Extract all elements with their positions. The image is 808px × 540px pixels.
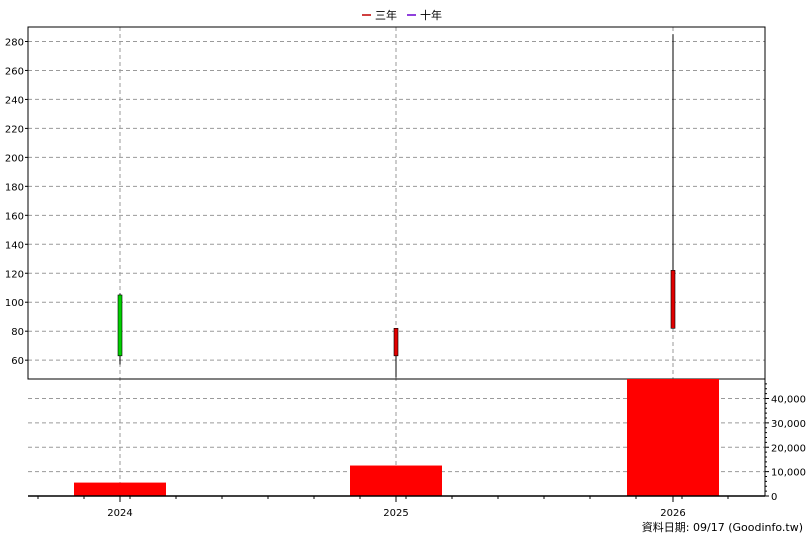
x-tick-label: 2025 bbox=[383, 508, 408, 519]
price-tick-label: 160 bbox=[5, 211, 24, 222]
volume-tick-label: 30,000 bbox=[771, 419, 806, 430]
price-tick-label: 220 bbox=[5, 124, 24, 135]
price-tick-label: 60 bbox=[11, 356, 24, 367]
x-tick-label: 2026 bbox=[660, 508, 685, 519]
legend: 三年 十年 bbox=[362, 8, 442, 22]
candle-body bbox=[117, 294, 123, 357]
volume-tick-label: 0 bbox=[771, 492, 777, 503]
price-tick-label: 240 bbox=[5, 95, 24, 106]
volume-tick-label: 40,000 bbox=[771, 395, 806, 406]
price-tick-label: 280 bbox=[5, 37, 24, 48]
legend-label-0: 三年 bbox=[375, 8, 397, 22]
price-tick-label: 260 bbox=[5, 66, 24, 77]
volume-bar bbox=[350, 465, 442, 496]
price-axis: 60 80 100 120 140 160 180 200 220 240 260 280 bbox=[5, 37, 28, 367]
price-plot-frame bbox=[27, 26, 766, 380]
volume-axis: 0 10,000 20,000 30,000 40,000 bbox=[765, 383, 806, 503]
price-tick-label: 100 bbox=[5, 298, 24, 309]
legend-label-1: 十年 bbox=[420, 8, 442, 22]
volume-tick-label: 20,000 bbox=[771, 443, 806, 454]
volume-tick-label: 10,000 bbox=[771, 468, 806, 479]
price-tick-label: 180 bbox=[5, 182, 24, 193]
x-axis: 2024 2025 2026 bbox=[37, 496, 729, 519]
price-tick-label: 140 bbox=[5, 240, 24, 251]
volume-panel: 0 10,000 20,000 30,000 40,000 2024 2025 2026 bbox=[28, 379, 806, 519]
x-tick-label: 2024 bbox=[107, 508, 132, 519]
volume-grid bbox=[28, 398, 765, 473]
price-tick-label: 120 bbox=[5, 269, 24, 280]
footer-date: 資料日期: 09/17 (Goodinfo.tw) bbox=[642, 520, 803, 534]
volume-bar bbox=[74, 482, 166, 496]
price-panel: 60 80 100 120 140 160 180 200 220 240 260 280 bbox=[5, 26, 766, 496]
price-tick-label: 80 bbox=[11, 327, 24, 338]
candles bbox=[117, 34, 676, 378]
price-grid bbox=[28, 27, 765, 496]
volume-bars bbox=[74, 379, 719, 496]
candle-body bbox=[393, 328, 399, 357]
candle-body bbox=[670, 270, 676, 329]
volume-bar bbox=[627, 379, 719, 496]
price-tick-label: 200 bbox=[5, 153, 24, 164]
